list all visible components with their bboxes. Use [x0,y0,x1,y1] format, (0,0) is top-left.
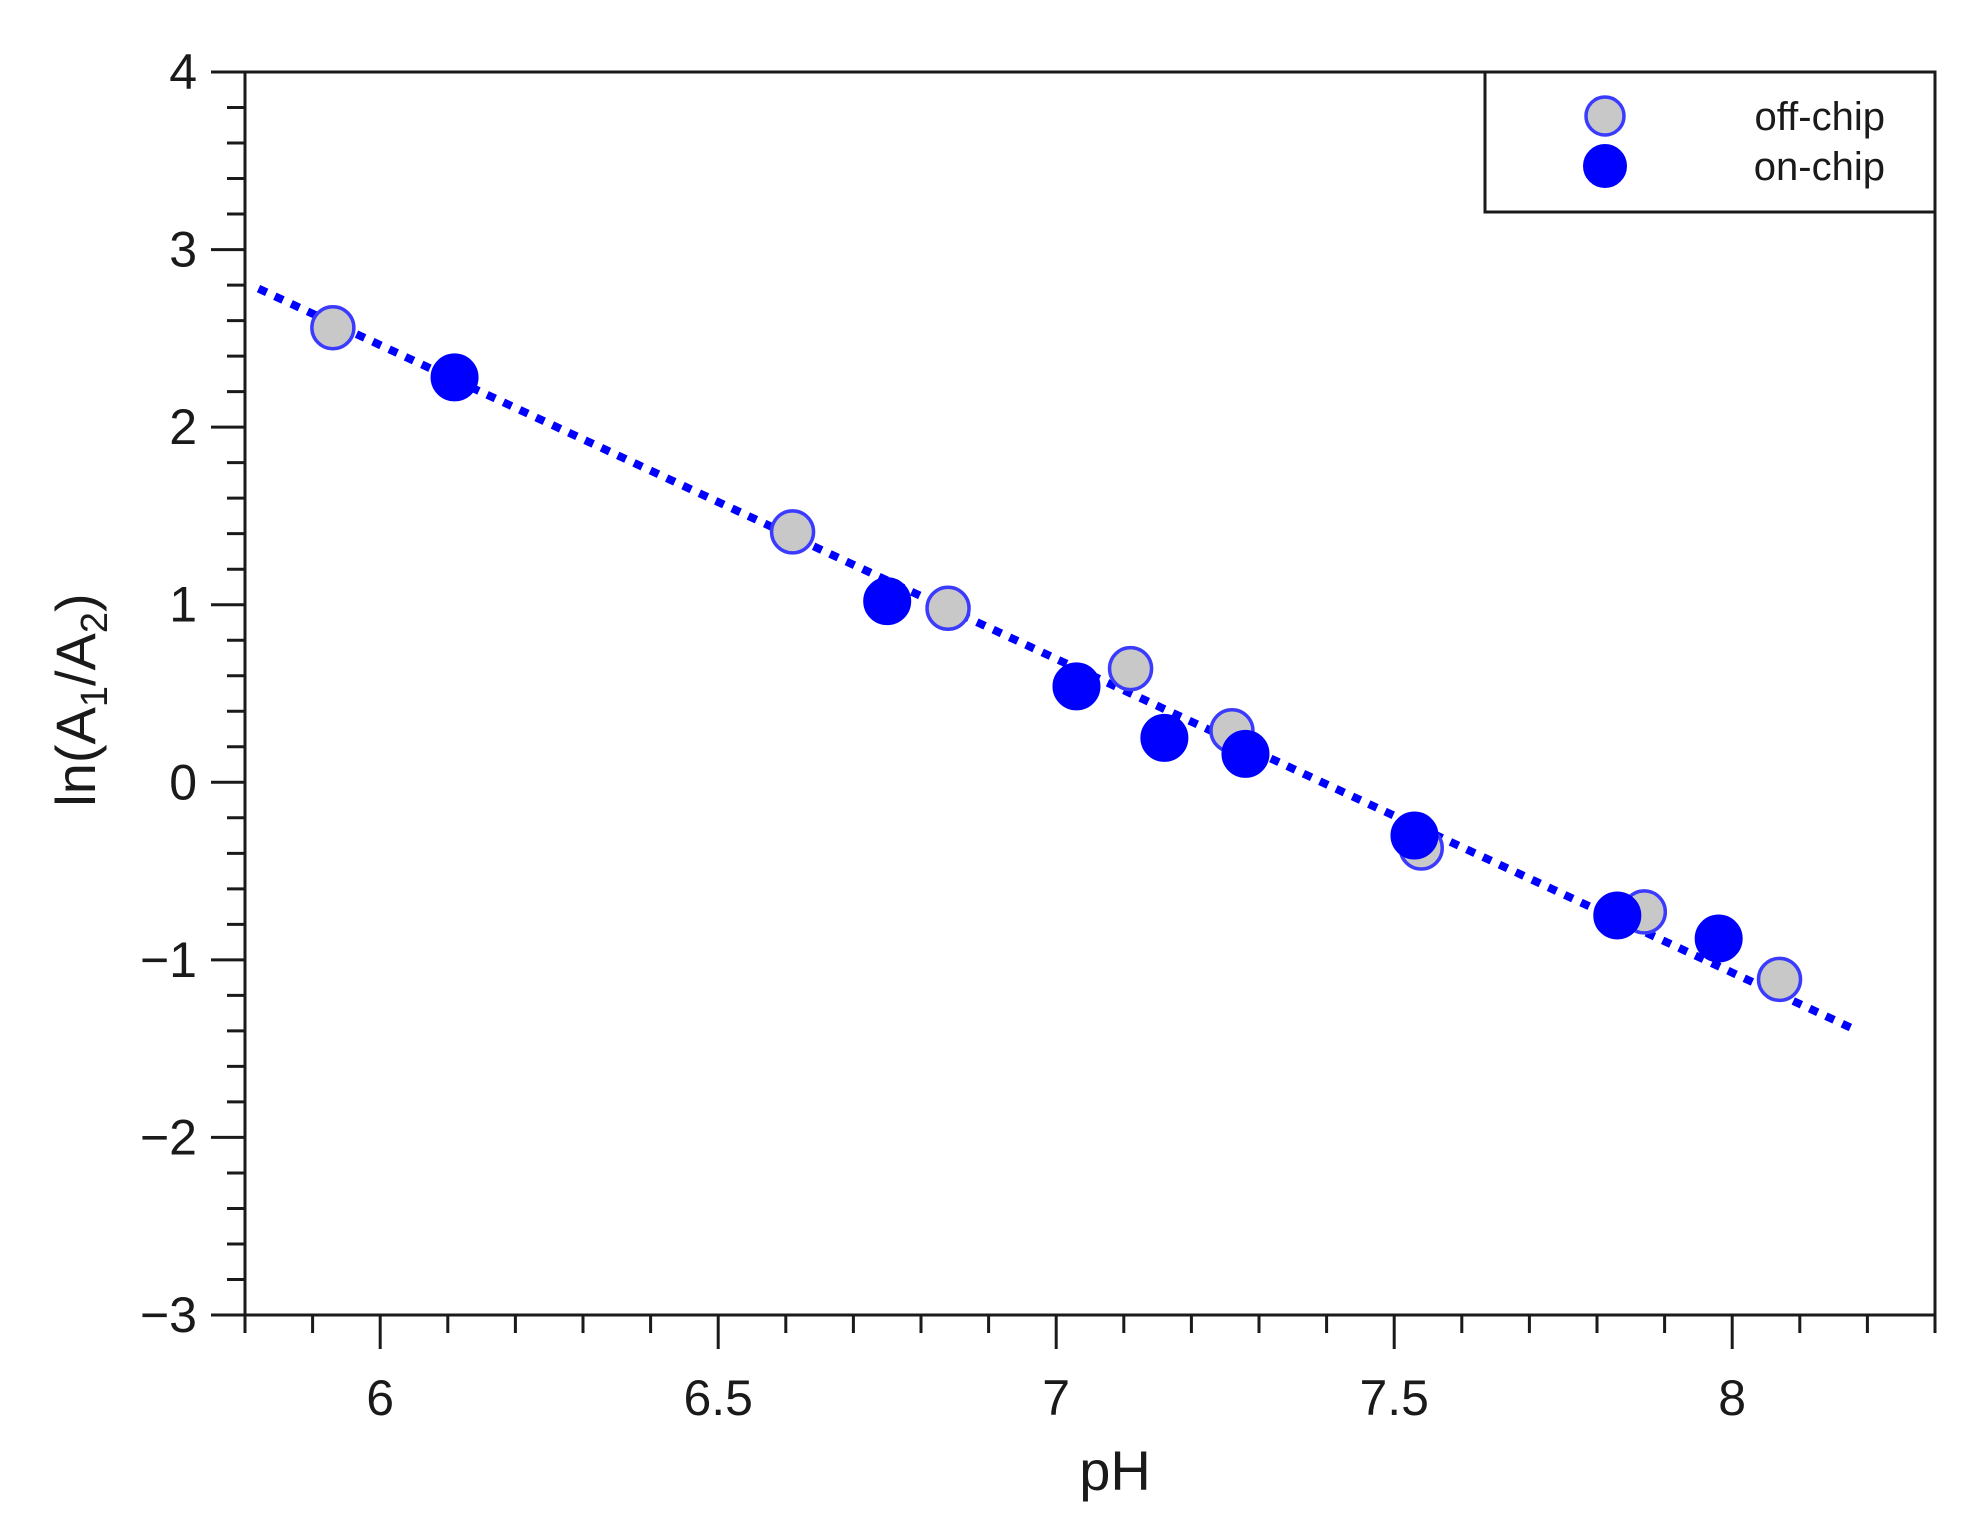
y-tick-label: 1 [169,577,197,633]
data-point-on-chip [863,577,912,626]
y-tick-label: 2 [169,399,197,455]
y-axis: −3 −2 −1 0 1 2 3 4 [140,44,245,1343]
y-axis-title: ln(A1/A2) [44,593,116,806]
data-point-off-chip [925,585,971,632]
data-point-on-chip [430,353,479,402]
x-tick-label: 7 [1042,1370,1070,1426]
x-tick-label: 6 [366,1370,394,1426]
y-axis-title-sub1: 1 [74,686,116,707]
data-point-off-chip [310,304,356,351]
legend-box [1483,70,1937,214]
y-tick-label: 3 [169,222,197,278]
legend: off-chip on-chip [1483,70,1937,214]
series-on-chip [430,353,1743,963]
x-axis: 6 6.5 7 7.5 8 [243,1315,1937,1426]
data-point-on-chip [1140,713,1189,762]
plot-border [243,70,1937,1317]
y-tick-label: 0 [169,754,197,810]
y-axis-title-prefix: ln(A [44,706,107,806]
data-point-off-chip [1756,956,1803,1003]
data-point-on-chip [1221,729,1270,778]
legend-marker-on-chip [1583,144,1627,188]
legend-label-on-chip: on-chip [1754,145,1885,189]
x-axis-title: pH [1079,1439,1151,1502]
data-point-off-chip [769,509,816,555]
data-point-on-chip [1593,891,1642,940]
legend-marker-off-chip [1584,95,1626,137]
data-point-off-chip [1107,645,1154,692]
y-tick-label: 4 [169,44,197,100]
legend-label-off-chip: off-chip [1755,95,1885,139]
y-tick-label: −1 [140,932,197,988]
y-tick-label: −2 [140,1109,197,1165]
plot-area [243,70,1937,1317]
y-tick-label: −3 [140,1287,197,1343]
data-point-on-chip [1052,662,1101,711]
series-off-chip [310,304,1803,1003]
fit-line-layer [256,285,1856,1033]
x-tick-label: 7.5 [1359,1370,1429,1426]
fit-line [256,285,1856,1033]
x-tick-label: 6.5 [683,1370,753,1426]
y-axis-title-suffix: ) [44,593,107,612]
data-point-on-chip [1694,914,1743,963]
y-axis-title-middle: /A [44,632,107,686]
data-point-on-chip [1390,811,1439,860]
data-points-layer [310,304,1803,1003]
y-axis-title-sub2: 2 [74,612,116,633]
x-tick-label: 8 [1718,1370,1746,1426]
